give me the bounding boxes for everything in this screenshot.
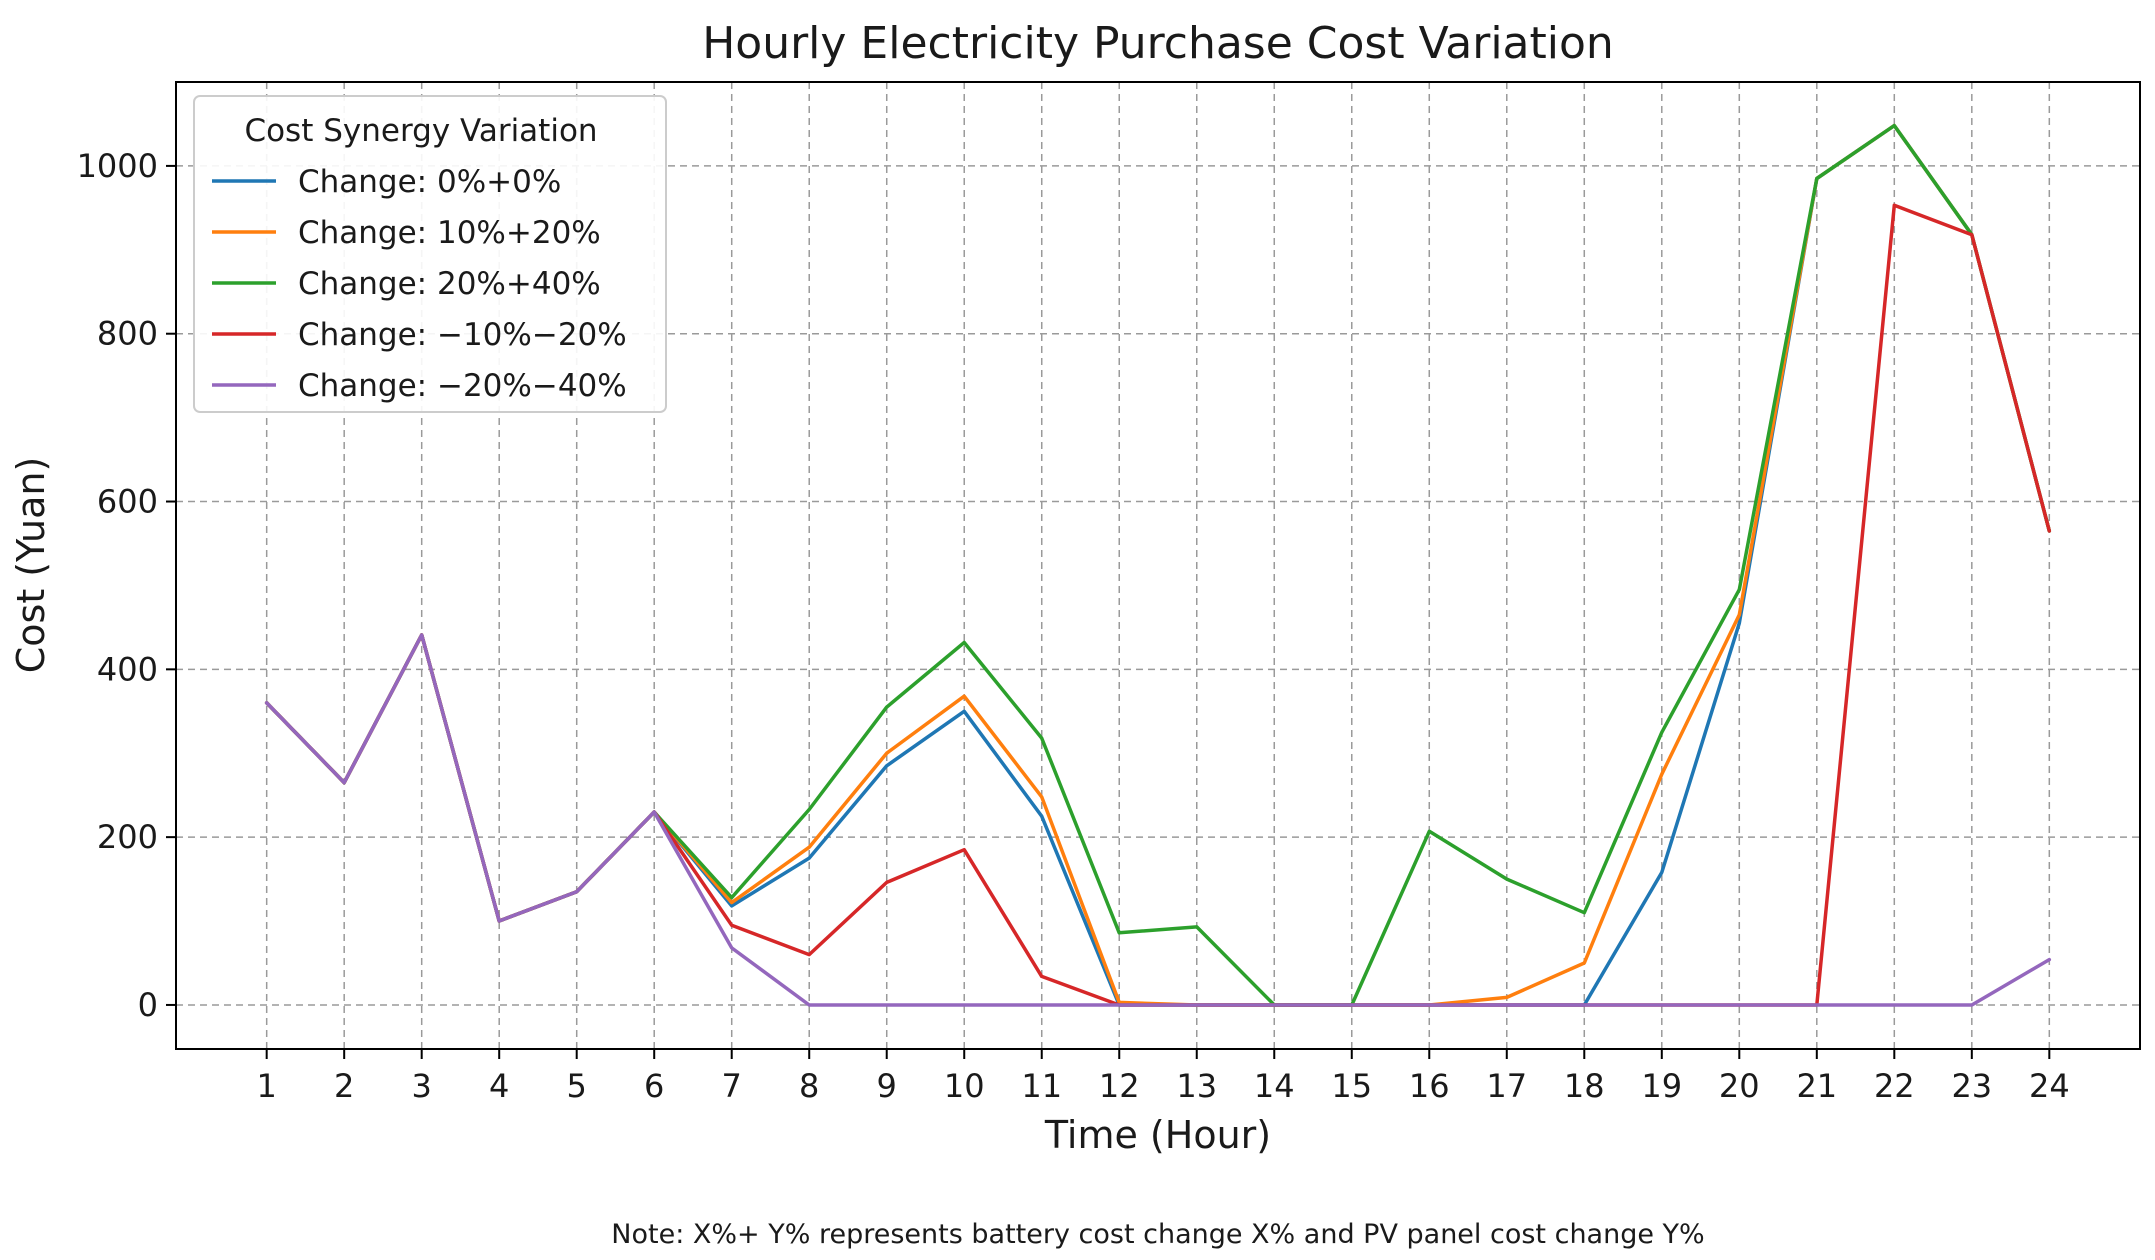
- x-tick-label: 23: [1951, 1067, 1992, 1105]
- x-tick-label: 22: [1874, 1067, 1915, 1105]
- x-tick-label: 7: [722, 1067, 742, 1105]
- x-tick-label: 2: [334, 1067, 354, 1105]
- legend-box: [193, 95, 667, 413]
- x-tick-label: 21: [1796, 1067, 1837, 1105]
- series-line-5: [264, 633, 2052, 1007]
- axis-ticks: 1 2 3 4 5 6 7 8 9 10 11 12 13 14 15 16 17 18 19 20 21 22 23 240…: [77, 147, 2070, 1105]
- legend-label: Change: 0%+0%: [298, 164, 561, 200]
- x-tick-label: 4: [489, 1067, 509, 1105]
- x-tick-label: 19: [1641, 1067, 1682, 1105]
- legend-label: Change: 20%+40%: [298, 266, 601, 302]
- series-lines: [264, 123, 2052, 1007]
- legend-label: Change: 10%+20%: [298, 215, 601, 251]
- y-tick-label: 0: [138, 986, 158, 1024]
- footnote: Note: X%+ Y% represents battery cost cha…: [611, 1219, 1704, 1250]
- legend: Cost Synergy Variation Change: 0%+0%Chan…: [193, 95, 667, 413]
- legend-title: Cost Synergy Variation: [244, 113, 597, 149]
- y-axis-label: Cost (Yuan): [9, 457, 53, 674]
- y-tick-label: 1000: [77, 147, 158, 185]
- plot-frame: [175, 81, 2141, 1050]
- y-tick-label: 600: [97, 483, 158, 521]
- x-tick-label: 11: [1021, 1067, 1062, 1105]
- x-tick-label: 9: [877, 1067, 897, 1105]
- x-tick-label: 6: [644, 1067, 664, 1105]
- x-tick-label: 8: [799, 1067, 819, 1105]
- x-tick-label: 14: [1254, 1067, 1295, 1105]
- x-tick-label: 12: [1099, 1067, 1140, 1105]
- y-tick-label: 200: [97, 818, 158, 856]
- legend-label: Change: −10%−20%: [298, 317, 627, 353]
- y-tick-label: 800: [97, 315, 158, 353]
- x-tick-label: 1: [257, 1067, 277, 1105]
- x-tick-label: 16: [1409, 1067, 1450, 1105]
- x-tick-label: 5: [567, 1067, 587, 1105]
- x-tick-label: 20: [1719, 1067, 1760, 1105]
- legend-entries: Change: 0%+0% Change: 10%+20% Change: 20%+…: [212, 164, 627, 404]
- legend-label: Change: −20%−40%: [298, 368, 627, 404]
- chart-title: Hourly Electricity Purchase Cost Variati…: [702, 18, 1614, 69]
- x-tick-label: 24: [2029, 1067, 2070, 1105]
- x-tick-label: 13: [1176, 1067, 1217, 1105]
- x-tick-label: 17: [1486, 1067, 1527, 1105]
- x-tick-label: 10: [944, 1067, 985, 1105]
- x-tick-label: 15: [1331, 1067, 1372, 1105]
- x-tick-label: 3: [412, 1067, 432, 1105]
- x-tick-label: 18: [1564, 1067, 1605, 1105]
- y-tick-label: 400: [97, 650, 158, 688]
- x-axis-label: Time (Hour): [1044, 1113, 1271, 1157]
